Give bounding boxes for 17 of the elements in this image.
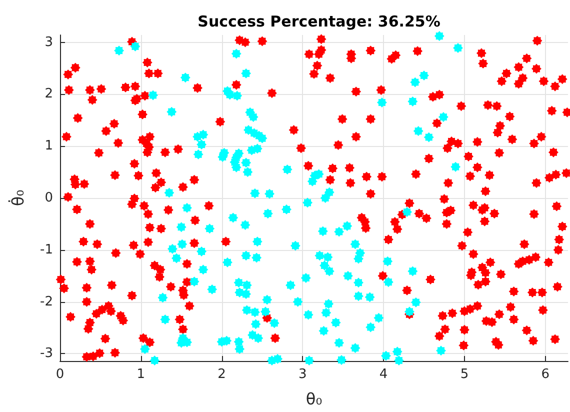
y-tick-label: -3 <box>40 346 53 362</box>
x-tick-label: 5 <box>460 367 469 382</box>
y-tick-label: -2 <box>40 294 53 310</box>
x-tick-label: 1 <box>136 367 146 382</box>
x-axis-title: θ₀ <box>306 390 322 408</box>
x-tick-label: 4 <box>379 367 388 382</box>
y-axis-title: θ̇₀ <box>8 190 28 206</box>
y-tick-label: 2 <box>44 86 53 102</box>
x-tick-label: 3 <box>298 367 307 382</box>
x-tick-label: 0 <box>56 367 64 382</box>
y-tick-label: 3 <box>44 34 53 50</box>
chart-title: Success Percentage: 36.25% <box>198 12 440 30</box>
x-tick-label: 6 <box>541 367 550 382</box>
y-tick-label: 1 <box>44 138 53 154</box>
y-tick-label: -1 <box>40 242 53 258</box>
y-tick-label: 0 <box>44 190 53 206</box>
x-tick-label: 2 <box>218 367 226 382</box>
